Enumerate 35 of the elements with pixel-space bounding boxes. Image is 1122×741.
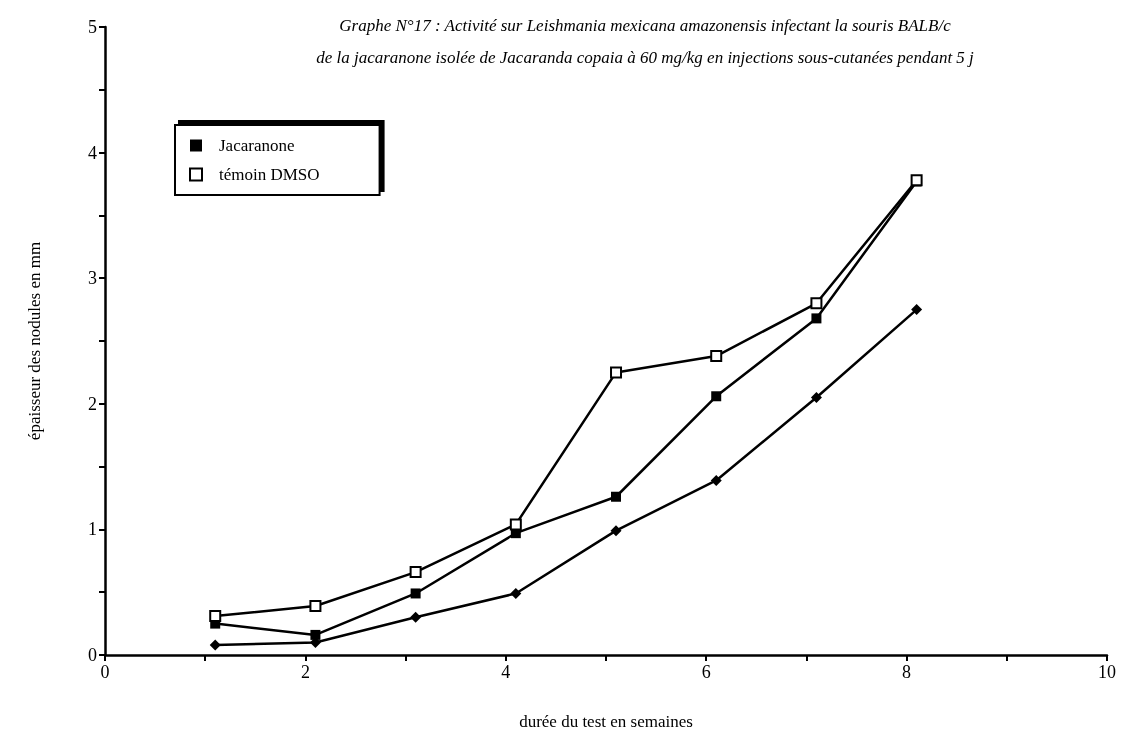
y-tick-label: 3 <box>88 268 97 289</box>
point <box>810 297 823 310</box>
y-tick-label: 2 <box>88 393 97 414</box>
y-tick-label: 4 <box>88 142 97 163</box>
x-tick-label: 10 <box>1098 662 1116 682</box>
point <box>710 474 722 486</box>
point <box>309 600 322 613</box>
point <box>209 610 222 623</box>
point <box>410 588 421 599</box>
point <box>310 629 321 640</box>
point <box>810 392 822 404</box>
point <box>410 611 422 623</box>
y-tick-label: 5 <box>88 17 97 37</box>
y-tick-label: 0 <box>88 645 97 665</box>
y-axis-title: épaisseur des nodules en mm <box>25 241 44 441</box>
x-tick-label: 4 <box>501 662 511 682</box>
x-tick-label: 6 <box>701 662 711 682</box>
point <box>610 366 623 379</box>
point <box>711 391 722 402</box>
point <box>611 491 622 502</box>
point <box>409 566 422 579</box>
chart-title: Graphe N°17 : Activité sur Leishmania mexicana amazonensis infectant la souris BALB/c de la jacaranone isolée de Jacaranda copaia à 60 mg/kg en injections sous-cutanées pendant 5 j <box>316 15 975 67</box>
point <box>610 525 622 537</box>
point <box>209 639 221 651</box>
legend-label: témoin DMSO <box>219 165 320 184</box>
legend-label: Jacaranone <box>219 136 295 155</box>
x-tick-label: 8 <box>902 662 912 682</box>
point <box>510 587 522 599</box>
point <box>710 350 723 363</box>
point <box>911 304 923 316</box>
x-tick-label: 2 <box>300 662 310 682</box>
y-tick-label: 1 <box>88 519 97 540</box>
x-axis-title: durée du test en semaines <box>519 712 693 731</box>
point <box>811 313 822 324</box>
point <box>509 518 522 531</box>
